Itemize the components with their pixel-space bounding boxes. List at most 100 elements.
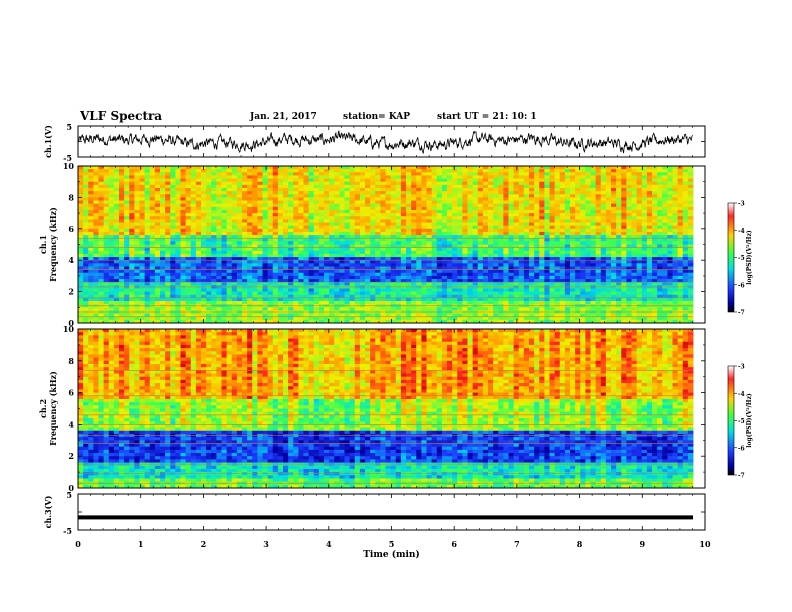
spectrogram-cell [329,166,335,170]
spectrogram-cell [293,191,299,195]
spectrogram-cell [160,241,166,245]
spectrogram-cell [283,184,289,189]
spectrogram-cell [267,197,274,201]
spectrogram-cell [503,197,509,201]
spectrogram-cell [682,253,689,258]
spectrogram-cell [190,225,197,230]
spectrogram-cell [626,216,632,220]
spectrogram-cell [226,241,233,245]
spectrogram-cell [554,206,561,211]
spectrogram-cell [267,235,274,239]
spectrogram-cell [293,200,299,205]
spectrogram-cell [641,244,648,249]
spectrogram-cell [564,197,571,201]
spectrogram-cell [595,184,602,189]
spectrogram-cell [657,206,663,211]
spectrogram-cell [539,178,545,183]
spectrogram-cell [272,184,279,189]
spectrogram-cell [365,250,371,255]
spectrogram-cell [687,269,694,274]
spectrogram-cell [242,266,248,271]
spectrogram-cell [298,178,304,183]
spectrogram-cell [580,225,586,230]
spectrogram-cell [231,225,238,230]
spectrogram-cell [329,263,335,267]
spectrogram-cell [318,266,325,271]
spectrogram-cell [621,263,627,267]
spectrogram-cell [611,219,617,223]
spectrogram-cell [605,197,612,201]
spectrogram-cell [272,272,279,277]
spectrogram-cell [493,238,499,242]
spectrogram-cell [190,200,197,205]
spectrogram-cell [334,169,340,173]
spectrogram-cell [488,172,494,176]
spectrogram-cell [231,250,238,255]
spectrogram-cell [636,166,643,170]
spectrogram-cell [160,222,166,227]
spectrogram-cell [139,213,146,217]
spectrogram-cell [395,219,402,223]
spectrogram-cell [600,247,607,252]
spectrogram-cell [83,200,89,205]
spectrogram-cell [406,228,412,233]
spectrogram-cell [83,213,89,217]
spectrogram-cell [242,291,248,296]
spectrogram-cell [652,263,658,267]
spectrogram-cell [134,272,140,277]
spectrogram-cell [108,184,115,189]
spectrogram-cell [370,288,376,292]
spectrogram-cell [216,184,222,189]
spectrogram-cell [436,238,443,242]
spectrogram-cell [365,241,371,245]
spectrogram-cell [190,253,197,258]
spectrogram-cell [652,288,658,292]
spectrogram-cell [441,282,448,286]
spectrogram-cell [154,172,161,176]
spectrogram-cell [503,172,509,176]
spectrogram-cell [477,260,484,264]
spectrogram-cell [549,178,556,183]
spectrogram-cell [370,231,376,236]
spectrogram-cell [83,194,89,198]
spectrogram-cell [98,187,105,192]
spectrogram-cell [621,175,627,179]
spectrogram-cell [687,222,694,227]
spectrogram-cell [221,247,228,252]
spectrogram-cell [375,197,381,201]
spectrogram-cell [108,247,115,252]
spectrogram-cell [662,253,668,258]
spectrogram-cell [421,225,427,230]
spectrogram-cell [493,219,499,223]
spectrogram-cell [283,272,289,277]
spectrogram-cell [667,194,673,198]
spectrogram-cell [165,203,171,208]
spectrogram-cell [626,288,632,292]
spectrogram-cell [426,178,433,183]
spectrogram-cell [154,184,161,189]
spectrogram-cell [662,184,668,189]
spectrogram-cell [375,178,381,183]
spectrogram-cell [359,244,366,249]
spectrogram-cell [231,194,238,198]
spectrogram-cell [621,194,627,198]
spectrogram-cell [339,275,345,280]
spectrogram-cell [201,219,207,223]
spectrogram-cell [190,279,197,283]
spectrogram-cell [539,169,545,173]
spectrogram-cell [631,235,638,239]
spectrogram-cell [652,250,658,255]
spectrogram-cell [447,260,453,264]
spectrogram-cell [667,279,673,283]
spectrogram-cell [641,203,648,208]
spectrogram-cell [523,178,530,183]
spectrogram-cell [334,213,340,217]
spectrogram-cell [206,194,212,198]
spectrogram-cell [646,244,653,249]
spectrogram-cell [185,194,192,198]
spectrogram-cell [534,272,540,277]
spectrogram-cell [375,206,381,211]
spectrogram-cell [523,282,530,286]
spectrogram-cell [385,266,392,271]
spectrogram-cell [667,275,673,280]
